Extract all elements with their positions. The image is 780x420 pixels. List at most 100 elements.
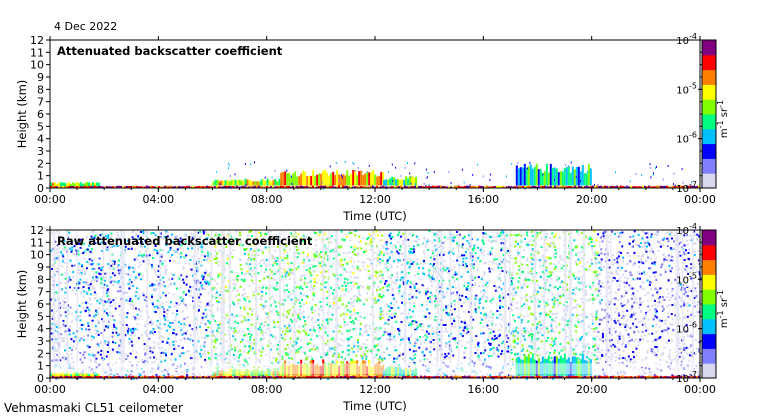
heatmap-cell [111, 315, 114, 317]
heatmap-cell [361, 334, 363, 337]
heatmap-cell [368, 324, 371, 327]
heatmap-cell [431, 274, 434, 277]
heatmap-cell [452, 236, 455, 239]
heatmap-cell [189, 295, 192, 297]
heatmap-cell [262, 251, 264, 254]
heatmap-cell [483, 314, 485, 317]
heatmap-cell [54, 182, 56, 187]
heatmap-cell [667, 164, 669, 167]
heatmap-cell [472, 277, 474, 280]
heatmap-cell [154, 271, 157, 274]
heatmap-cell [249, 267, 252, 270]
heatmap-cell [481, 318, 483, 321]
heatmap-cell [328, 185, 330, 188]
heatmap-cell [112, 259, 115, 262]
heatmap-cell [336, 169, 339, 186]
heatmap-cell [598, 185, 600, 188]
heatmap-cell [399, 278, 402, 281]
heatmap-cell [488, 260, 491, 263]
heatmap-cell [400, 321, 403, 323]
heatmap-cell [508, 186, 510, 188]
heatmap-cell [297, 374, 300, 377]
heatmap-cell [190, 244, 193, 247]
heatmap-cell [238, 243, 241, 246]
heatmap-cell [207, 233, 210, 236]
heatmap-cell [351, 281, 354, 284]
heatmap-cell [216, 359, 219, 361]
heatmap-cell [96, 182, 98, 187]
heatmap-cell [418, 346, 421, 349]
heatmap-cell [486, 299, 489, 302]
heatmap-cell [347, 353, 350, 356]
heatmap-cell [262, 307, 265, 310]
heatmap-cell [381, 360, 383, 363]
heatmap-cell [180, 329, 183, 332]
heatmap-cell [313, 329, 316, 332]
heatmap-cell [301, 351, 304, 354]
heatmap-cell [401, 357, 404, 360]
heatmap-cell [443, 260, 446, 263]
heatmap-cell [377, 299, 380, 302]
heatmap-cell [342, 264, 344, 266]
heatmap-cell [86, 344, 89, 347]
heatmap-cell [300, 185, 302, 188]
heatmap-cell [500, 247, 503, 250]
heatmap-cell [202, 230, 205, 233]
heatmap-cell [214, 320, 217, 323]
heatmap-cell [402, 353, 405, 356]
heatmap-cell [512, 186, 514, 188]
heatmap-cell [286, 186, 288, 188]
y-tick-label: 6 [37, 108, 44, 121]
heatmap-cell [388, 315, 391, 318]
heatmap-cell [163, 323, 166, 326]
heatmap-cell [561, 171, 564, 186]
heatmap-cell [650, 185, 652, 188]
heatmap-cell [178, 243, 181, 246]
heatmap-cell [377, 298, 380, 300]
heatmap-cell [359, 328, 362, 331]
heatmap-cell [446, 304, 449, 307]
heatmap-cell [349, 275, 352, 278]
heatmap-cell [458, 316, 461, 319]
heatmap-cell [424, 334, 427, 337]
heatmap-cell [106, 295, 109, 298]
heatmap-cell [383, 357, 386, 360]
heatmap-cell [533, 167, 536, 186]
heatmap-cell [465, 332, 468, 335]
heatmap-cell [350, 232, 353, 234]
heatmap-cell [169, 255, 172, 258]
heatmap-cell [244, 299, 247, 302]
heatmap-cell [328, 347, 331, 350]
heatmap-cell [374, 270, 377, 273]
heatmap-cell [306, 176, 309, 186]
heatmap-cell [443, 236, 446, 239]
heatmap-cell [214, 255, 217, 258]
heatmap-cell [87, 302, 89, 305]
heatmap-cell [73, 242, 76, 245]
heatmap-cell [144, 330, 147, 333]
heatmap-cell [595, 270, 598, 273]
heatmap-cell [280, 172, 283, 186]
heatmap-cell [67, 359, 70, 362]
heatmap-cell [64, 182, 66, 187]
heatmap-cell [63, 336, 66, 339]
heatmap-cell [290, 262, 293, 265]
heatmap-cell [594, 185, 596, 188]
heatmap-cell [261, 338, 264, 341]
heatmap-streak [335, 230, 339, 378]
heatmap-cell [289, 248, 292, 251]
heatmap-cell [173, 242, 176, 245]
heatmap-cell [303, 273, 306, 276]
heatmap-cell [142, 294, 145, 297]
heatmap-cell [81, 328, 83, 330]
heatmap-cell [379, 239, 382, 242]
heatmap-cell [276, 263, 278, 266]
heatmap-cell [246, 270, 249, 273]
heatmap-cell [258, 280, 261, 282]
heatmap-cell [682, 185, 684, 188]
heatmap-cell [354, 327, 357, 330]
heatmap-cell [154, 311, 157, 313]
heatmap-cell [494, 323, 497, 326]
heatmap-cell [143, 343, 146, 346]
heatmap-cell [340, 332, 343, 335]
